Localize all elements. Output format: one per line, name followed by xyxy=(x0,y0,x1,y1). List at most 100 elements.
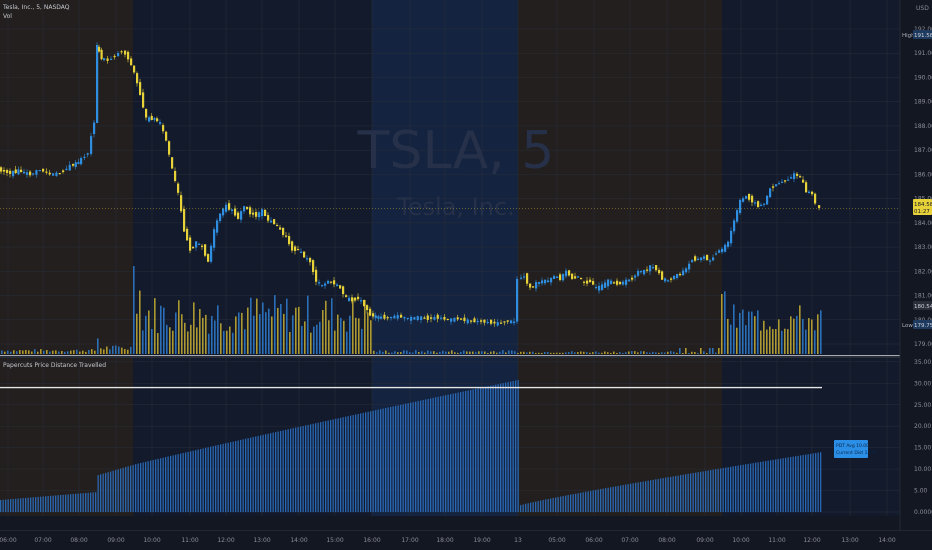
indicator-bar xyxy=(405,403,407,512)
candle-body xyxy=(553,275,556,279)
indicator-bar xyxy=(390,406,392,512)
candle-body xyxy=(778,183,781,185)
volume-bar xyxy=(505,352,507,354)
indicator-bar xyxy=(117,469,119,512)
candle-body xyxy=(420,316,423,321)
indicator-y-tick-label: 5.00 xyxy=(914,488,928,495)
x-tick-label: 14:00 xyxy=(290,537,307,544)
candle-body xyxy=(369,308,372,316)
volume-bar xyxy=(697,352,699,354)
candle-body xyxy=(23,171,26,174)
candle-body xyxy=(312,260,315,273)
indicator-bar xyxy=(327,420,329,512)
indicator-y-tick-label: 0.0000 xyxy=(914,509,932,516)
volume-bar xyxy=(352,297,354,354)
candle-body xyxy=(470,320,473,322)
indicator-bar xyxy=(105,472,107,512)
indicator-bar xyxy=(637,482,639,512)
volume-bar xyxy=(232,332,234,354)
volume-bar xyxy=(406,350,408,354)
indicator-bar xyxy=(317,422,319,512)
candle-body xyxy=(577,276,580,278)
indicator-bar xyxy=(320,422,322,512)
indicator-bar xyxy=(517,379,519,512)
volume-bar xyxy=(718,348,720,354)
candle-body xyxy=(673,275,676,280)
candle-body xyxy=(243,206,246,212)
volume-bar xyxy=(214,320,216,354)
volume-bar xyxy=(61,350,63,354)
x-tick-label: 11:00 xyxy=(181,537,198,544)
indicator-bar xyxy=(720,468,722,512)
x-tick-label: 13 xyxy=(514,537,522,544)
candle-body xyxy=(796,173,799,176)
volume-bar xyxy=(712,348,714,354)
indicator-bar xyxy=(252,437,254,512)
indicator-bar xyxy=(80,493,82,512)
indicator-bar xyxy=(470,389,472,512)
candle-body xyxy=(294,246,297,251)
volume-bar xyxy=(40,349,42,354)
candle-body xyxy=(189,237,192,251)
volume-bar xyxy=(478,351,480,354)
candle-body xyxy=(622,281,625,285)
candle-body xyxy=(327,280,330,284)
candle-body xyxy=(110,58,113,61)
candle-body xyxy=(580,277,583,280)
volume-bar xyxy=(361,328,363,354)
indicator-bar xyxy=(620,485,622,512)
candle-body xyxy=(93,122,96,135)
volume-bar xyxy=(409,352,411,354)
indicator-title[interactable]: Papercuts Price Distance Travelled xyxy=(3,362,107,369)
candle-body xyxy=(685,268,688,273)
volume-bar xyxy=(10,351,12,354)
candle-body xyxy=(802,179,805,183)
candle-body xyxy=(460,318,463,320)
candle-body xyxy=(574,276,577,279)
x-tick-label: 15:00 xyxy=(326,537,343,544)
candle-body xyxy=(790,177,793,179)
volume-bar xyxy=(355,317,357,354)
symbol-line[interactable]: Tesla, Inc., 5, NASDAQ xyxy=(3,4,70,11)
indicator-bar xyxy=(502,383,504,512)
x-tick-label: 09:00 xyxy=(107,537,124,544)
indicator-bar xyxy=(562,496,564,512)
indicator-bar xyxy=(347,416,349,512)
volume-bar xyxy=(268,308,270,354)
volume-bar xyxy=(655,352,657,354)
candle-body xyxy=(436,314,439,319)
indicator-bar xyxy=(615,486,617,512)
indicator-bar xyxy=(177,454,179,512)
volume-bar xyxy=(574,352,576,354)
indicator-bar xyxy=(660,478,662,512)
aux-price-tag xyxy=(913,301,932,310)
candle-body xyxy=(565,270,568,277)
candle-body xyxy=(571,273,574,280)
indicator-bar xyxy=(570,494,572,512)
high-value: 191.58 xyxy=(914,33,932,39)
candle-body xyxy=(318,282,321,284)
indicator-bar xyxy=(545,499,547,512)
candle-body xyxy=(781,181,784,183)
candle-body xyxy=(634,275,637,278)
candle-body xyxy=(664,278,667,282)
indicator-bar xyxy=(682,474,684,512)
volume-bar xyxy=(388,352,390,354)
volume-bar xyxy=(19,350,21,354)
candle-body xyxy=(532,286,535,288)
indicator-bar xyxy=(697,472,699,512)
volume-bar xyxy=(493,351,495,354)
candle-body xyxy=(20,169,23,173)
indicator-bar xyxy=(197,449,199,512)
candle-body xyxy=(219,213,222,222)
indicator-bar xyxy=(427,398,429,512)
candle-body xyxy=(386,317,389,319)
volume-bar xyxy=(67,351,69,354)
indicator-bar xyxy=(385,408,387,512)
candle-body xyxy=(246,206,249,210)
candle-body xyxy=(12,170,15,177)
volume-label[interactable]: Vol xyxy=(3,13,12,20)
volume-bar xyxy=(490,351,492,354)
indicator-bar xyxy=(815,453,817,512)
